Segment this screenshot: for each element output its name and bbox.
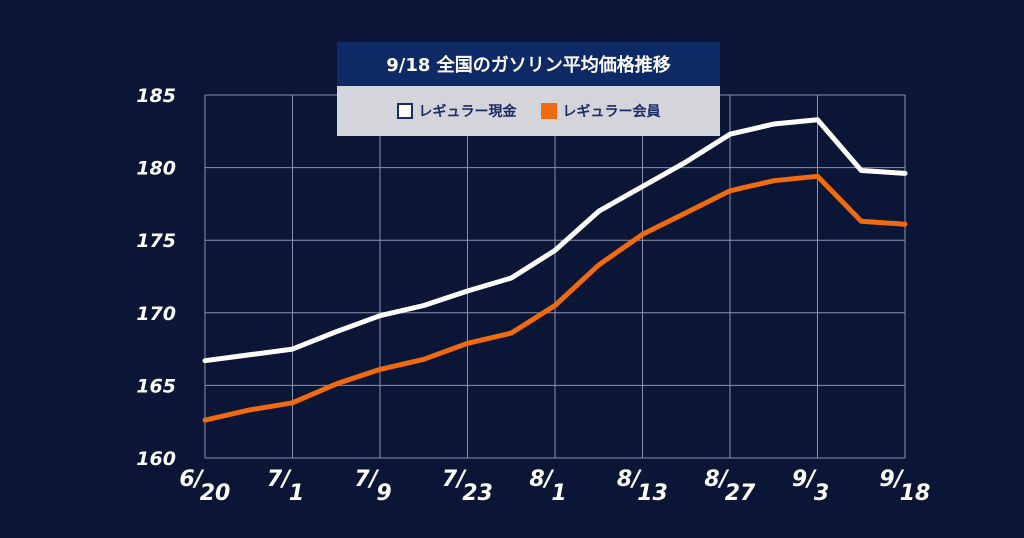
x-tick-label: 9/3 [792, 467, 829, 506]
x-tick-label: 7/1 [267, 467, 304, 506]
legend-label-cash: レギュラー現金 [418, 104, 517, 120]
grid-lines [204, 94, 906, 459]
x-tick-label: 9/18 [879, 467, 930, 506]
x-axis-ticks: 6/20 7/1 7/9 7/23 8/1 8/13 8/27 9/3 9/18 [179, 467, 930, 506]
legend-item-member: レギュラー会員 [540, 101, 661, 121]
y-tick-label: 175 [136, 230, 176, 252]
x-tick-label: 7/23 [442, 467, 493, 506]
x-tick-label: 8/13 [617, 467, 668, 506]
chart-title: 9/18 全国のガソリン平均価格推移 [337, 42, 720, 86]
y-tick-label: 165 [136, 375, 176, 397]
legend-swatch-member [540, 103, 557, 119]
legend-swatch-cash [396, 103, 413, 119]
y-tick-label: 180 [136, 158, 176, 180]
series-line-member [202, 173, 908, 423]
y-tick-label: 160 [136, 448, 176, 470]
y-axis-ticks: 160 165 170 175 180 185 [136, 85, 176, 470]
y-tick-label: 185 [136, 85, 176, 107]
legend: 9/18 全国のガソリン平均価格推移 レギュラー現金 レギュラー会員 [337, 42, 720, 136]
x-tick-label: 6/20 [179, 467, 230, 506]
x-tick-label: 7/9 [354, 467, 391, 506]
x-tick-label: 8/27 [704, 467, 756, 506]
series-line-cash [202, 117, 908, 364]
y-tick-label: 170 [136, 303, 176, 325]
x-tick-label: 8/1 [529, 467, 566, 506]
legend-label-member: レギュラー会員 [562, 104, 661, 120]
series-lines [202, 117, 908, 423]
legend-item-cash: レギュラー現金 [396, 101, 517, 121]
legend-items: レギュラー現金 レギュラー会員 [337, 86, 720, 136]
